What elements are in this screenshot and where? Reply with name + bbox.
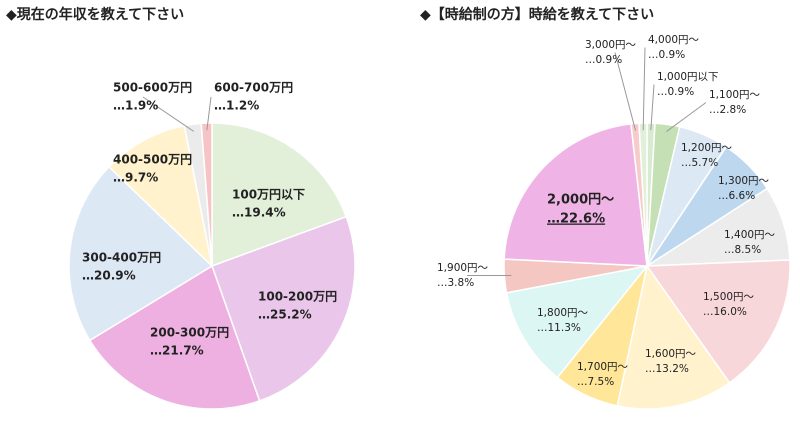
slice-label: 600-700万円 <box>214 81 293 95</box>
slice-label: 2,000円～ <box>547 193 614 208</box>
value-label: …3.8% <box>437 277 474 289</box>
value-label: …25.2% <box>258 308 312 322</box>
slice-label: 400-500万円 <box>113 153 192 167</box>
value-label: …5.7% <box>681 157 718 169</box>
slice-label: 4,000円～ <box>648 34 700 46</box>
value-label: …19.4% <box>232 206 286 220</box>
value-label: …6.6% <box>718 190 755 202</box>
slice-label: 1,700円～ <box>577 361 629 373</box>
slice-label: 1,900円～ <box>437 262 489 274</box>
slice-label: 500-600万円 <box>113 81 192 95</box>
value-label: …2.8% <box>709 104 746 116</box>
chart-title: ◆【時給制の方】時給を教えて下さい <box>420 6 654 23</box>
value-label: …0.9% <box>657 86 694 98</box>
slice-label: 1,400円～ <box>724 229 776 241</box>
value-label: …8.5% <box>724 244 761 256</box>
chart-title: ◆現在の年収を教えて下さい <box>6 6 184 23</box>
leader-line <box>666 103 706 132</box>
value-label: …11.3% <box>537 322 581 334</box>
value-label: …0.9% <box>648 49 685 61</box>
value-label: …16.0% <box>703 306 747 318</box>
slice-label: 1,000円以下 <box>657 71 719 83</box>
slice-label: 300-400万円 <box>82 251 161 265</box>
slice-label: 1,500円～ <box>703 291 755 303</box>
value-label: …13.2% <box>645 363 689 375</box>
slice-label: 3,000円～ <box>585 39 637 51</box>
slice-label: 1,800円～ <box>537 307 589 319</box>
value-label: …1.2% <box>214 99 259 113</box>
value-label: …0.9% <box>585 54 622 66</box>
value-label: …1.9% <box>113 99 158 113</box>
leader-line <box>643 48 645 131</box>
slice-label: 200-300万円 <box>150 326 229 340</box>
value-label: …21.7% <box>150 344 204 358</box>
slice-label: 1,200円～ <box>681 142 733 154</box>
value-label: …22.6% <box>547 212 605 227</box>
value-label: …7.5% <box>577 376 614 388</box>
slice-label: 1,600円～ <box>645 348 697 360</box>
value-label: …9.7% <box>113 171 158 185</box>
value-label: …20.9% <box>82 269 136 283</box>
slice-label: 100-200万円 <box>258 290 337 304</box>
slice-label: 1,100円～ <box>709 89 761 101</box>
slice-label: 100万円以下 <box>232 188 305 202</box>
slice-label: 1,300円～ <box>718 175 770 187</box>
